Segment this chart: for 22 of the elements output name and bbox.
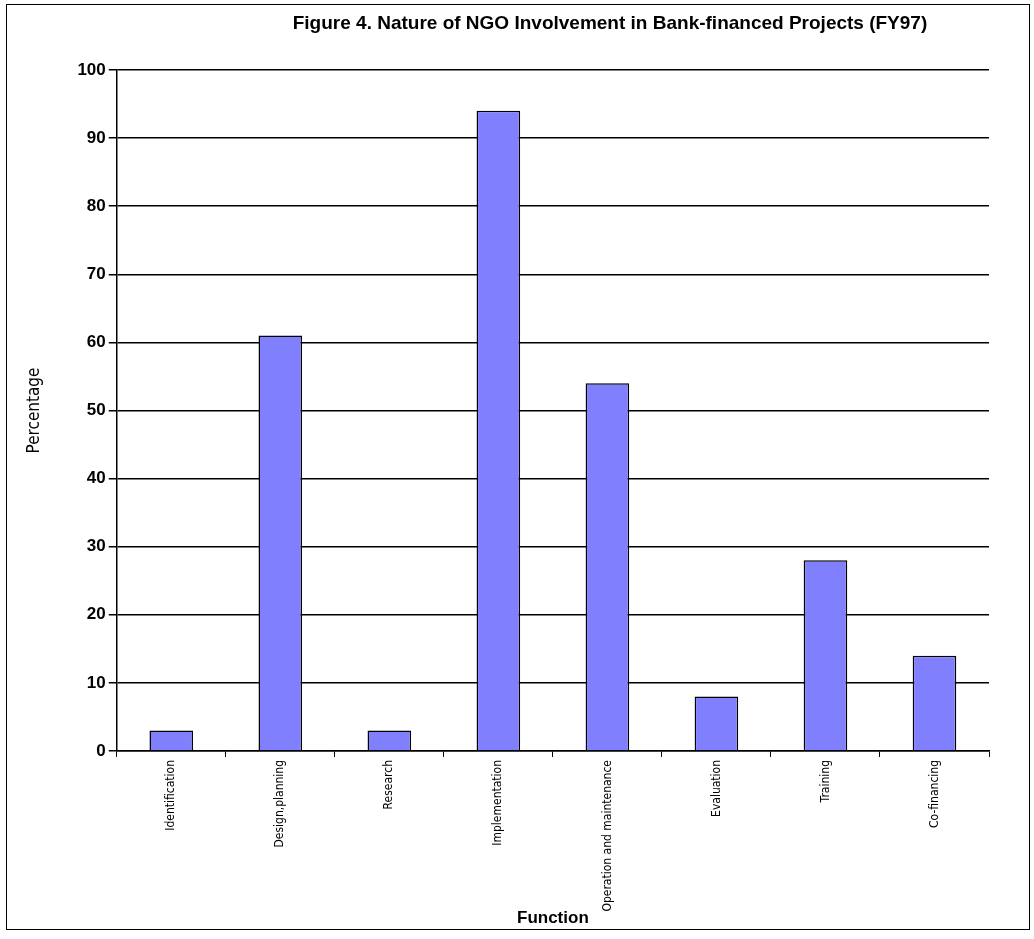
y-tick-label: 90 bbox=[86, 127, 106, 147]
y-tick-label: 40 bbox=[86, 468, 106, 488]
y-tick-label: 60 bbox=[86, 332, 106, 352]
y-tick-label: 80 bbox=[86, 195, 106, 215]
x-tick-label: Co-financing bbox=[926, 759, 941, 828]
x-tick-label: Design,planning bbox=[272, 759, 287, 848]
y-tick-label: 20 bbox=[86, 604, 106, 624]
y-tick-label: 50 bbox=[86, 400, 106, 420]
x-tick-label: Identification bbox=[163, 759, 178, 831]
y-tick-label: 100 bbox=[77, 59, 106, 79]
x-tick-label: Training bbox=[817, 759, 832, 804]
y-tick-label: 0 bbox=[96, 740, 106, 760]
x-tick-label: Evaluation bbox=[708, 759, 723, 817]
x-axis-title: Function bbox=[517, 908, 589, 928]
x-tick-label: Implementation bbox=[490, 759, 505, 846]
chart-title: Figure 4. Nature of NGO Involvement in Bank-financed Projects (FY97) bbox=[291, 12, 929, 34]
y-tick-label: 10 bbox=[86, 672, 106, 692]
x-tick-label: Research bbox=[381, 759, 396, 810]
x-tick-label: Operation and maintenance bbox=[599, 759, 614, 912]
y-tick-label: 30 bbox=[86, 536, 106, 556]
y-tick-label: 70 bbox=[86, 263, 106, 283]
y-axis-title: Percentage bbox=[22, 367, 43, 454]
